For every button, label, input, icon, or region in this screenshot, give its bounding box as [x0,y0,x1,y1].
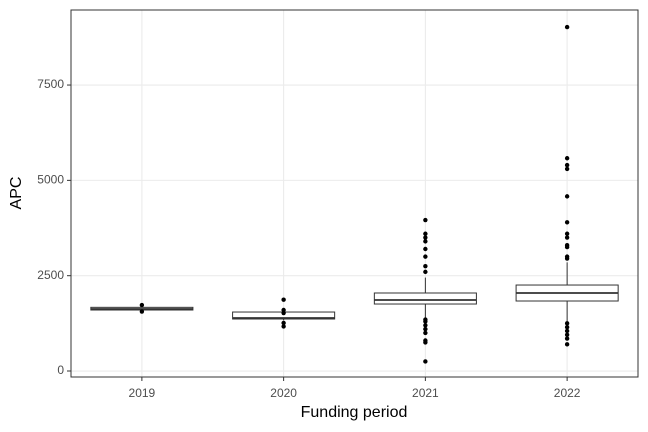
outlier [564,321,570,326]
x-axis-title: Funding period [301,404,408,421]
outlier [281,320,286,326]
outlier [423,235,428,240]
outlier [281,324,286,329]
outlier [564,156,570,161]
outlier [564,244,570,250]
outlier [564,194,570,199]
outlier [423,239,428,244]
outlier [564,336,570,341]
outlier [564,231,570,236]
outlier [423,323,428,328]
outlier [564,162,570,168]
outlier [564,220,570,225]
outlier [564,235,570,240]
outlier [423,319,428,324]
outlier [423,340,428,345]
outlier [564,256,570,261]
outlier [139,302,145,308]
outlier [281,310,286,316]
outlier [423,231,428,236]
x-tick-label: 2020 [270,386,297,400]
y-tick-label: 5000 [37,173,64,187]
y-tick-label: 0 [57,363,64,377]
outlier [423,246,428,252]
outlier [139,309,145,314]
outlier [423,263,428,269]
x-tick-label: 2022 [554,386,581,400]
outlier [564,342,570,347]
y-tick-label: 7500 [37,77,64,91]
outlier [423,254,428,259]
outlier [564,328,570,334]
x-tick-label: 2021 [412,386,439,400]
outlier [423,326,428,332]
outlier [423,330,428,336]
outlier [564,24,570,30]
outlier [423,269,428,275]
box [373,292,477,305]
panel-border [70,9,639,378]
outlier [423,217,428,223]
x-tick-label: 2019 [129,386,156,400]
outlier [564,324,570,330]
outlier [281,297,286,302]
outlier [423,359,428,364]
outlier [564,166,570,172]
y-axis-title: APC [8,177,25,210]
outlier [281,307,286,313]
outlier [564,332,570,337]
y-tick-label: 2500 [37,268,64,282]
